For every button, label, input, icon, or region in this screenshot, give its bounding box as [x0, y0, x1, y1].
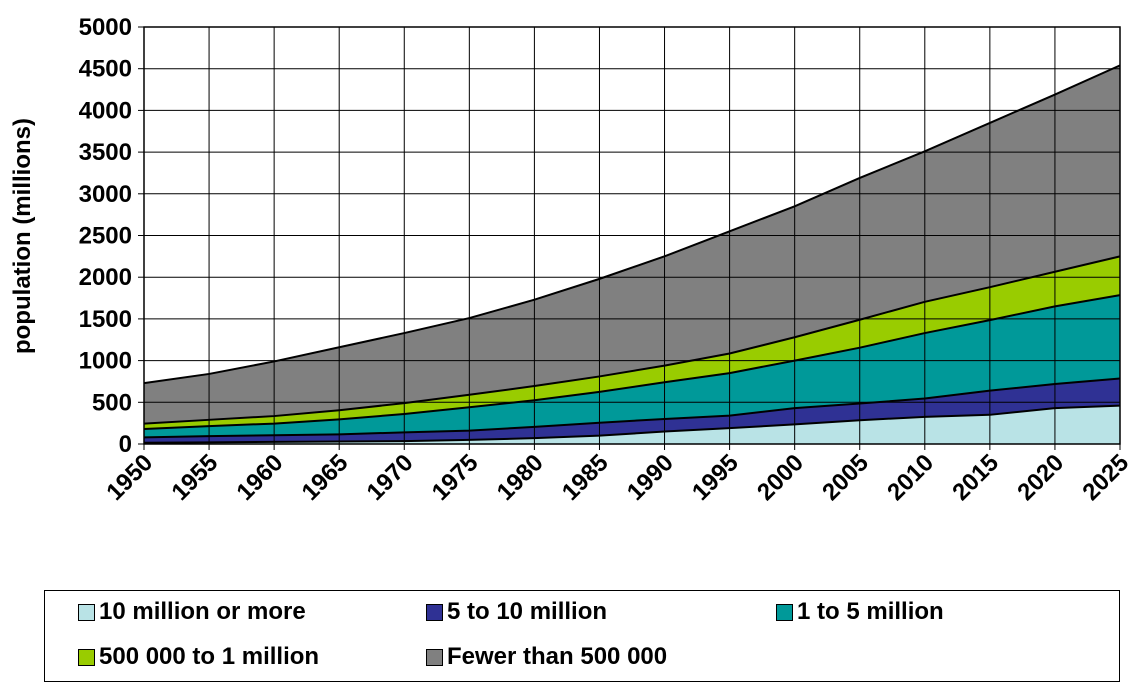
- x-tick-label: 1990: [622, 449, 679, 506]
- x-tick-label: 2005: [817, 449, 874, 506]
- x-tick-label: 1955: [166, 449, 223, 506]
- legend-label: 1 to 5 million: [797, 598, 944, 625]
- x-tick-label: 2025: [1077, 449, 1129, 506]
- legend-label: 500 000 to 1 million: [99, 643, 320, 670]
- y-axis-label: population (millions): [9, 118, 36, 354]
- legend-swatch: [426, 603, 443, 621]
- area-outline-2: [143, 377, 1121, 439]
- x-tick-label: 1960: [232, 449, 289, 506]
- y-tick-label: 3500: [79, 139, 132, 166]
- area-series-1: [144, 405, 1120, 444]
- x-tick-label: 1980: [492, 449, 549, 506]
- legend-item: 1 to 5 million: [776, 598, 944, 626]
- x-tick-label: 1950: [101, 449, 158, 506]
- x-tick-label: 1985: [557, 449, 614, 506]
- legend-item: 5 to 10 million: [426, 598, 607, 626]
- y-tick-label: 4500: [79, 56, 132, 83]
- x-tick-label: 2010: [882, 449, 939, 506]
- legend-label: 5 to 10 million: [447, 598, 608, 625]
- y-tick-label: 1000: [79, 348, 132, 375]
- legend-item: Fewer than 500 000: [426, 643, 667, 671]
- x-tick-label: 2015: [947, 449, 1004, 506]
- y-tick-label: 1500: [79, 306, 132, 333]
- x-tick-label: 2020: [1012, 449, 1069, 506]
- y-tick-label: 2000: [79, 264, 132, 291]
- legend-label: Fewer than 500 000: [447, 643, 668, 670]
- area-outline-1: [143, 404, 1121, 444]
- x-tick-labels: 1950 1955 1960 1965 1970 1975 1980 1985 1990 1995…: [101, 444, 1129, 506]
- legend-swatch: [776, 603, 793, 621]
- legend-swatch: [78, 603, 95, 621]
- area-outlines: [143, 64, 1121, 444]
- legend-item: 500 000 to 1 million: [78, 643, 319, 671]
- legend-item: 10 million or more: [78, 598, 306, 626]
- legend: 10 million or more 5 to 10 million 1 to …: [44, 590, 1120, 682]
- y-tick-label: 4000: [79, 97, 132, 124]
- x-tick-label: 1995: [687, 449, 744, 506]
- y-tick-label: 500: [92, 389, 132, 416]
- legend-swatch: [426, 648, 443, 666]
- area-outline-3: [143, 294, 1121, 430]
- y-tick-label: 5000: [79, 14, 132, 41]
- legend-swatch: [78, 648, 95, 666]
- y-tick-label: 2500: [79, 223, 132, 250]
- area-outline-5: [143, 64, 1121, 385]
- x-tick-label: 1965: [297, 449, 354, 506]
- x-tick-label: 1975: [427, 449, 484, 506]
- x-tick-label: 1970: [362, 449, 419, 506]
- y-tick-labels: 0 500 1000 1500 2000 2500 3000 3500 4000 4500 5000: [79, 14, 144, 458]
- y-tick-label: 3000: [79, 181, 132, 208]
- y-tick-label: 0: [119, 431, 132, 458]
- legend-label: 10 million or more: [99, 598, 306, 625]
- x-tick-label: 2000: [752, 449, 809, 506]
- stacked-area-chart: 0 500 1000 1500 2000 2500 3000 3500 4000 4500 5000…: [9, 14, 1129, 506]
- area-outline-4: [143, 255, 1121, 425]
